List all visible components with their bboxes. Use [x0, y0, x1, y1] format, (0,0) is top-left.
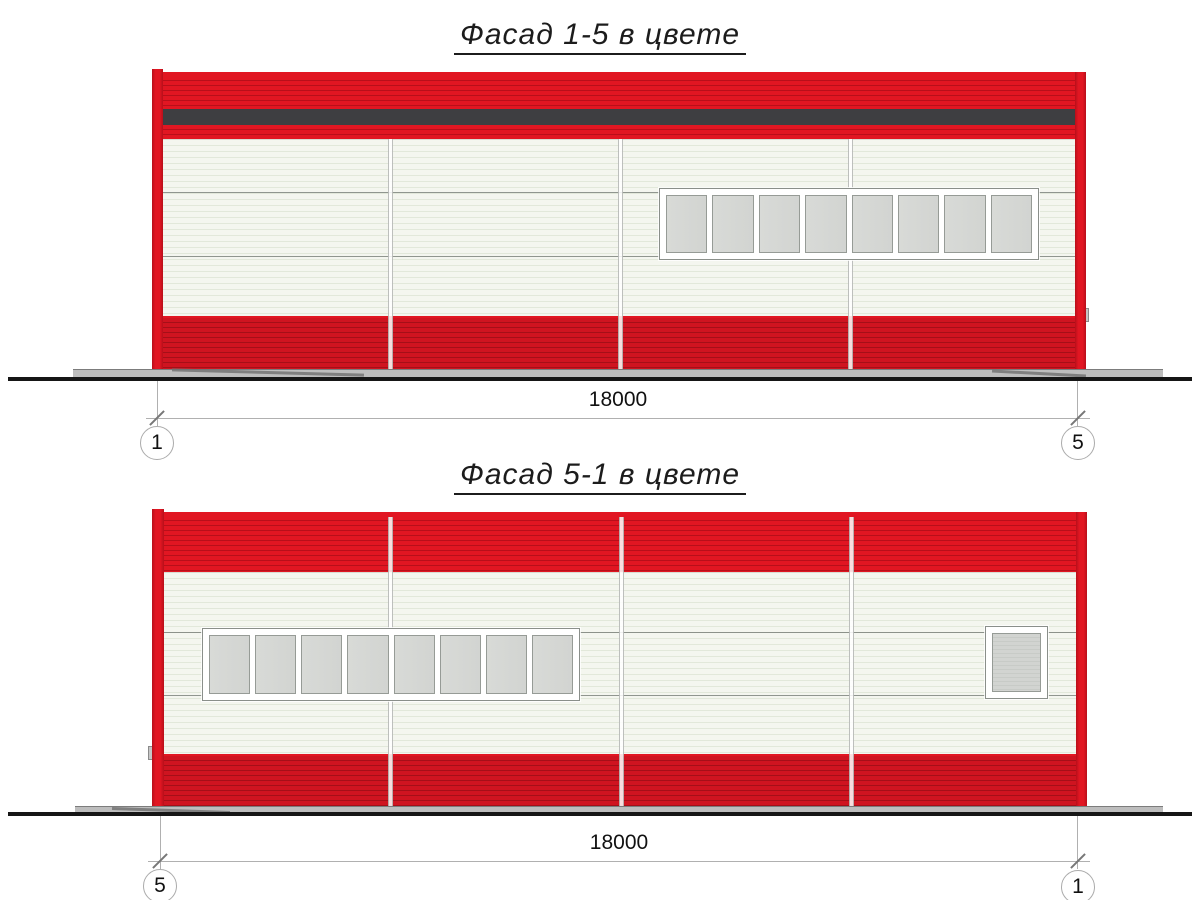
axis-marker-1: 1 [1061, 870, 1095, 900]
dimension-line [146, 418, 1090, 419]
window-pane [851, 195, 893, 253]
extension-line-left [160, 816, 161, 869]
window-pane [347, 635, 389, 694]
window-pane [897, 195, 940, 253]
roof-edge [152, 512, 1087, 516]
window-pane [393, 635, 435, 694]
extension-line-right [1077, 381, 1078, 426]
window-pane [531, 635, 573, 694]
extension-line-right [1077, 816, 1078, 869]
window-pane [255, 635, 297, 694]
ribbon-window-band [659, 188, 1039, 260]
ground-line [8, 812, 1192, 816]
dimension-value: 18000 [589, 831, 649, 854]
ground-line [8, 377, 1192, 381]
corner-pilaster-left [152, 69, 163, 370]
window-pane-row [666, 195, 1032, 253]
window-pane-row [209, 635, 573, 694]
small-window-pane [992, 633, 1041, 692]
axis-marker-1: 1 [140, 426, 174, 460]
dark-accent-stripe [163, 109, 1075, 125]
facade-1-5-elevation [152, 69, 1089, 372]
roof-edge [152, 72, 1086, 76]
window-pane [485, 635, 527, 694]
window-pane [209, 635, 251, 694]
corner-pilaster-left [152, 509, 164, 808]
window-pane [712, 195, 754, 253]
axis-marker-5: 5 [1061, 426, 1095, 460]
small-window [985, 626, 1048, 699]
window-pane [666, 195, 708, 253]
corner-pilaster-right [1075, 72, 1086, 370]
panel-joint-vertical [849, 517, 854, 806]
window-pane [805, 195, 847, 253]
facade-5-1-title: Фасад 5-1 в цвете [0, 458, 1200, 495]
window-pane [990, 195, 1032, 253]
panel-joint-vertical [618, 139, 623, 370]
corner-pilaster-right [1076, 512, 1087, 808]
red-strip-below-accent [163, 125, 1075, 139]
top-red-band [163, 76, 1075, 109]
dimension-line [148, 861, 1090, 862]
ribbon-window-band [202, 628, 580, 701]
panel-joint-vertical [388, 139, 393, 370]
panel-joint-vertical [619, 517, 624, 806]
facade-1-5-title: Фасад 1-5 в цвете [0, 18, 1200, 55]
window-pane [301, 635, 343, 694]
window-pane [758, 195, 801, 253]
axis-marker-5: 5 [143, 869, 177, 900]
facade-5-1-elevation [148, 509, 1087, 808]
dimension-value: 18000 [588, 388, 648, 411]
extension-line-left [157, 381, 158, 426]
window-pane [439, 635, 481, 694]
window-pane [944, 195, 986, 253]
